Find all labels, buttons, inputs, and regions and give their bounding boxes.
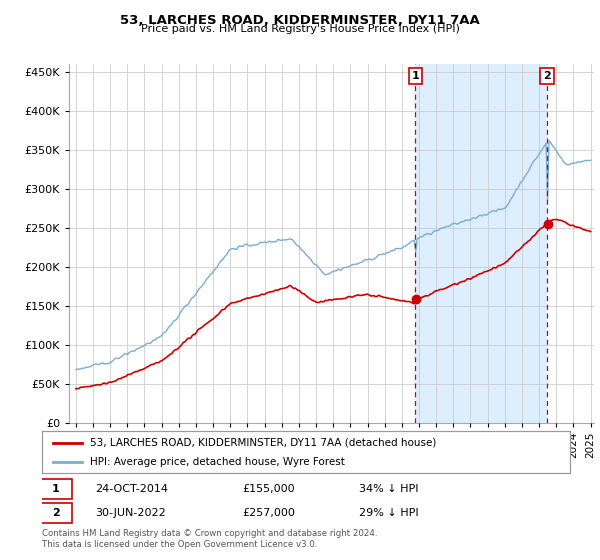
- Text: 29% ↓ HPI: 29% ↓ HPI: [359, 508, 418, 518]
- Text: 34% ↓ HPI: 34% ↓ HPI: [359, 484, 418, 493]
- Text: Contains HM Land Registry data © Crown copyright and database right 2024.
This d: Contains HM Land Registry data © Crown c…: [42, 529, 377, 549]
- Text: 2: 2: [52, 508, 59, 518]
- Text: 30-JUN-2022: 30-JUN-2022: [95, 508, 166, 518]
- Text: 1: 1: [412, 71, 419, 81]
- Text: 24-OCT-2014: 24-OCT-2014: [95, 484, 168, 493]
- Bar: [415, 64, 547, 423]
- FancyBboxPatch shape: [40, 478, 72, 498]
- Text: HPI: Average price, detached house, Wyre Forest: HPI: Average price, detached house, Wyre…: [89, 457, 344, 467]
- Text: £155,000: £155,000: [242, 484, 295, 493]
- Text: £257,000: £257,000: [242, 508, 296, 518]
- Text: 2: 2: [543, 71, 551, 81]
- Text: Price paid vs. HM Land Registry's House Price Index (HPI): Price paid vs. HM Land Registry's House …: [140, 24, 460, 34]
- FancyBboxPatch shape: [40, 503, 72, 523]
- Text: 53, LARCHES ROAD, KIDDERMINSTER, DY11 7AA: 53, LARCHES ROAD, KIDDERMINSTER, DY11 7A…: [120, 14, 480, 27]
- Text: 53, LARCHES ROAD, KIDDERMINSTER, DY11 7AA (detached house): 53, LARCHES ROAD, KIDDERMINSTER, DY11 7A…: [89, 437, 436, 447]
- Text: 1: 1: [52, 484, 59, 493]
